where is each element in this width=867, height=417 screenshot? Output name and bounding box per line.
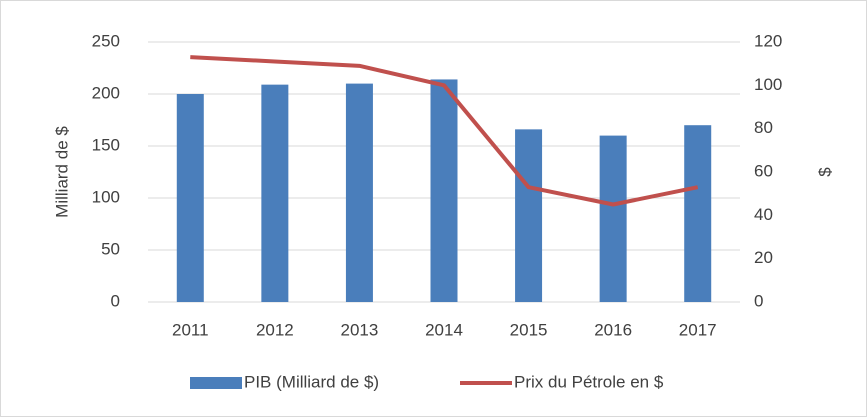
y-tick-label: 200 <box>92 83 120 102</box>
x-tick-label: 2012 <box>256 320 294 339</box>
bar <box>430 79 458 302</box>
legend-label: PIB (Milliard de $) <box>244 372 379 391</box>
y2-tick-label: 120 <box>754 31 782 50</box>
bar <box>599 135 627 302</box>
y-tick-label: 150 <box>92 135 120 154</box>
y2-tick-label: 40 <box>754 205 773 224</box>
bar <box>176 94 204 302</box>
bar <box>515 129 543 302</box>
y-tick-label: 250 <box>92 31 120 50</box>
legend-label: Prix du Pétrole en $ <box>514 372 664 391</box>
line <box>190 55 699 207</box>
bar <box>684 125 712 302</box>
y2-tick-label: 20 <box>754 248 773 267</box>
y2-tick-label: 0 <box>754 291 763 310</box>
x-tick-label: 2017 <box>679 320 717 339</box>
y-axis-label: Milliard de $ <box>52 126 71 218</box>
x-tick-label: 2013 <box>341 320 379 339</box>
y2-tick-label: 60 <box>754 161 773 180</box>
y-tick-label: 100 <box>92 187 120 206</box>
x-tick-label: 2014 <box>425 320 463 339</box>
bar <box>345 83 373 302</box>
y2-axis-label: $ <box>815 167 834 177</box>
x-tick-label: 2016 <box>594 320 632 339</box>
bar <box>261 84 289 302</box>
legend-swatch <box>190 377 242 389</box>
x-tick-label: 2011 <box>172 320 209 339</box>
x-tick-label: 2015 <box>510 320 548 339</box>
y-tick-label: 50 <box>101 239 120 258</box>
y2-tick-label: 80 <box>754 118 773 137</box>
y-tick-label: 0 <box>111 291 120 310</box>
y2-tick-label: 100 <box>754 75 782 94</box>
